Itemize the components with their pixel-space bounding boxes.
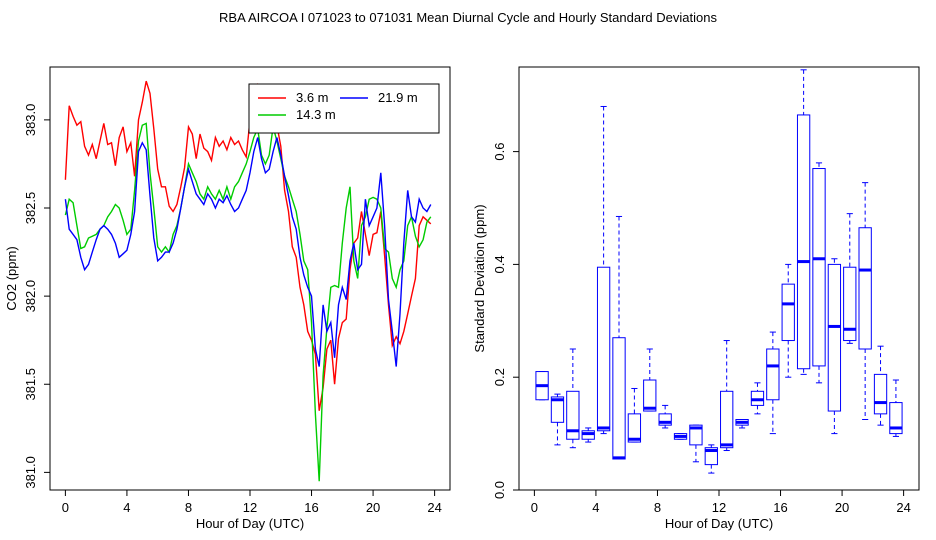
box-hour — [627, 387, 642, 443]
box-hour — [750, 382, 765, 415]
legend-label: 3.6 m — [296, 90, 329, 105]
box-hour — [720, 340, 734, 452]
figure-title: RBA AIRCOA I 071023 to 071031 Mean Diurn… — [219, 10, 717, 25]
box-hour — [643, 348, 657, 412]
iqr-box — [812, 168, 826, 367]
iqr-box — [596, 266, 611, 432]
iqr-box — [627, 413, 642, 443]
iqr-box — [566, 390, 580, 440]
legend-label: 21.9 m — [378, 90, 418, 105]
x-tick-label: 12 — [243, 500, 257, 515]
box-hour — [658, 404, 672, 429]
iqr-box — [889, 402, 903, 435]
x-tick-label: 8 — [185, 500, 192, 515]
box-hour — [873, 345, 888, 426]
y-tick-label: 382.0 — [23, 280, 38, 313]
legend-box — [248, 83, 440, 134]
box-hour — [566, 348, 580, 449]
iqr-box — [689, 424, 703, 446]
iqr-box — [643, 379, 657, 412]
iqr-box — [781, 283, 795, 342]
x-tick-label: 0 — [531, 500, 538, 515]
iqr-box — [796, 114, 811, 370]
box-hour — [535, 371, 549, 401]
iqr-box — [873, 373, 888, 415]
box-hour — [704, 444, 718, 474]
std-dev-box-plot: 0 4 8 12 16 20 24 0.0 0.2 0.4 0.6 Hour of Day (UTC)… — [472, 66, 920, 531]
x-tick-label: 8 — [654, 500, 661, 515]
box-hour — [843, 213, 857, 344]
box-hour — [796, 69, 811, 375]
y-tick-label: 0.4 — [492, 255, 507, 273]
x-tick-label: 20 — [835, 500, 849, 515]
iqr-box — [766, 348, 780, 401]
x-tick-label: 16 — [304, 500, 318, 515]
x-axis-label: Hour of Day (UTC) — [196, 516, 304, 531]
x-tick-label: 20 — [366, 500, 380, 515]
y-tick-label: 0.6 — [492, 143, 507, 161]
iqr-box — [550, 396, 565, 423]
x-tick-label: 24 — [896, 500, 910, 515]
iqr-box — [658, 413, 672, 426]
x-axis-label: Hour of Day (UTC) — [665, 516, 773, 531]
box-hour — [550, 393, 565, 446]
x-tick-label: 4 — [123, 500, 130, 515]
legend: 3.6 m 14.3 m 21.9 m — [248, 83, 440, 134]
y-tick-label: 383.0 — [23, 104, 38, 137]
box-hour — [735, 419, 749, 429]
box-hour — [673, 433, 688, 440]
iqr-box — [858, 227, 872, 350]
legend-label: 14.3 m — [296, 107, 336, 122]
iqr-box — [827, 263, 842, 412]
box-hour — [766, 331, 780, 435]
y-tick-label: 382.5 — [23, 192, 38, 225]
series-line — [64, 80, 432, 411]
y-axis-label: Standard Deviation (ppm) — [472, 204, 487, 352]
y-tick-label: 381.0 — [23, 456, 38, 489]
iqr-box — [843, 266, 857, 342]
x-tick-label: 12 — [712, 500, 726, 515]
iqr-box — [720, 390, 734, 449]
box-hour — [612, 215, 626, 460]
series-line — [64, 122, 432, 482]
x-tick-label: 0 — [62, 500, 69, 515]
y-tick-label: 0.2 — [492, 368, 507, 386]
box-hour — [581, 427, 595, 443]
co2-diurnal-line-plot: 0 4 8 12 16 20 24 381.0 381.5 382.0 382.5 383.0 Hour… — [4, 66, 451, 531]
x-tick-label: 4 — [592, 500, 599, 515]
box-hour — [858, 182, 872, 420]
box-hour — [689, 424, 703, 463]
series-line — [64, 137, 432, 367]
box-hour — [889, 379, 903, 437]
box-hour — [781, 263, 795, 378]
y-axis-label: CO2 (ppm) — [4, 246, 19, 310]
x-tick-label: 24 — [427, 500, 441, 515]
y-tick-label: 0.0 — [492, 481, 507, 499]
iqr-box — [612, 337, 626, 460]
y-tick-label: 381.5 — [23, 368, 38, 401]
box-hour — [827, 258, 842, 435]
box-hour — [812, 162, 826, 384]
box-hour — [596, 105, 611, 435]
x-tick-label: 16 — [773, 500, 787, 515]
